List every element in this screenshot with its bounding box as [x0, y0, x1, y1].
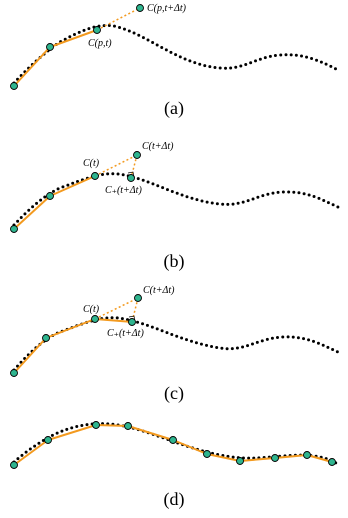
point-node [10, 369, 18, 377]
caption-a: (a) [164, 98, 184, 119]
target-curve [12, 24, 340, 85]
label-current: C(t) [83, 304, 100, 315]
traced-path [13, 175, 96, 230]
predictor-step [94, 154, 138, 177]
point-node [236, 457, 244, 465]
predicted-point [136, 4, 144, 12]
point-node [203, 450, 211, 458]
point-node [46, 43, 54, 51]
panel-d: (d) [10, 421, 338, 510]
corrected-point [128, 318, 136, 326]
point-node [92, 421, 100, 429]
point-node [328, 458, 336, 466]
point-node [124, 422, 132, 430]
traced-path [13, 424, 333, 466]
target-curve [12, 172, 340, 227]
point-node [91, 315, 99, 323]
point-node [271, 454, 279, 462]
caption-d: (d) [164, 489, 185, 510]
traced-path [13, 29, 98, 87]
label-predicted: C(p,t+Δt) [147, 3, 187, 14]
point-node [10, 461, 18, 469]
point-node [44, 436, 52, 444]
point-node [93, 26, 101, 34]
panel-c: C(t+Δt) C(t) C₊(t+Δt) (c) [10, 285, 340, 404]
label-current: C(p,t) [88, 38, 112, 49]
point-node [10, 82, 18, 90]
label-predicted: C(t+Δt) [143, 285, 175, 296]
point-node [10, 225, 18, 233]
target-curve [12, 422, 338, 465]
label-predicted: C(t+Δt) [142, 141, 174, 152]
predictor-step [94, 297, 139, 320]
caption-b: (b) [164, 251, 185, 272]
label-corrected: C₊(t+Δt) [105, 185, 142, 196]
corrected-point [127, 174, 135, 182]
traced-path [13, 318, 133, 374]
point-node [303, 451, 311, 459]
panel-b: C(t+Δt) C(t) C₊(t+Δt) (b) [10, 141, 340, 272]
predicted-point [134, 294, 142, 302]
caption-c: (c) [164, 383, 184, 404]
panel-a: C(p,t+Δt) C(p,t) (a) [10, 3, 340, 119]
label-corrected: C₊(t+Δt) [107, 328, 144, 339]
point-node [169, 436, 177, 444]
predictor-step [96, 7, 141, 31]
label-current: C(t) [83, 158, 100, 169]
point-node [46, 192, 54, 200]
point-node [42, 334, 50, 342]
point-node [91, 172, 99, 180]
predicted-point [133, 151, 141, 159]
target-curve [12, 316, 340, 372]
